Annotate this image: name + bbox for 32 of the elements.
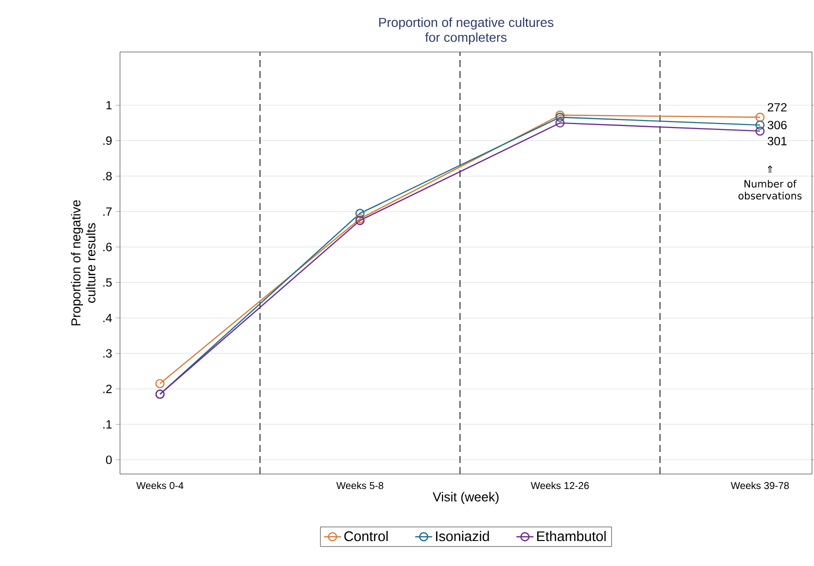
x-tick-label: Weeks 12-26 [530, 482, 589, 490]
y-tick-label: 0 [106, 456, 112, 464]
legend-label: Isoniazid [436, 530, 489, 542]
y-axis-title: Proportion of negative culture results [70, 200, 96, 326]
y-tick-label: .9 [103, 136, 112, 145]
x-tick-label: Weeks 39-78 [730, 482, 789, 490]
y-tick-label: .6 [103, 242, 112, 252]
annotation: 306 [768, 120, 787, 130]
y-tick-label: .8 [103, 172, 112, 180]
point [355, 208, 365, 218]
chart-title: Proportion of negative cultures for completers [379, 17, 554, 44]
point [155, 378, 165, 388]
annotation: ⇑ [768, 166, 772, 173]
annotation: Number of observations [738, 180, 802, 200]
legend-label: Ethambutol [537, 530, 606, 542]
y-tick-label: .3 [103, 349, 112, 358]
y-tick-label: 1 [106, 101, 112, 110]
y-tick-label: .2 [103, 384, 112, 394]
legend-label: Control [344, 530, 388, 542]
x-axis-title: Visit (week) [432, 492, 499, 504]
y-tick-label: .4 [103, 314, 112, 322]
point [755, 126, 765, 136]
y-tick-label: .1 [103, 420, 112, 428]
point [555, 118, 565, 128]
y-tick-label: .7 [103, 207, 112, 216]
annotation: 272 [768, 103, 787, 112]
annotation: 301 [768, 136, 787, 146]
x-tick-label: Weeks 5-8 [336, 482, 384, 490]
point [755, 120, 765, 130]
y-tick-label: .5 [103, 278, 112, 287]
point [755, 112, 765, 122]
x-tick-label: Weeks 0-4 [136, 482, 184, 490]
